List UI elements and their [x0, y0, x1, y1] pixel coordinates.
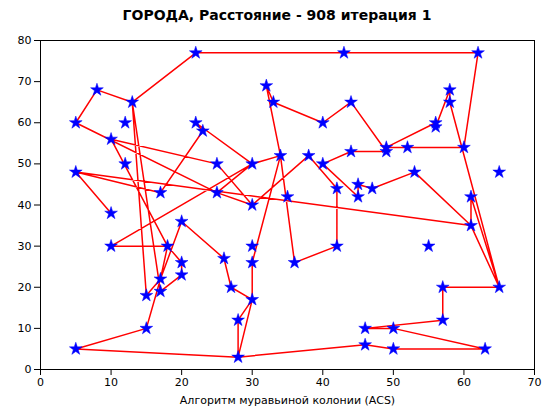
svg-text:70: 70 [18, 75, 32, 88]
svg-text:10: 10 [104, 376, 118, 389]
svg-text:40: 40 [316, 376, 330, 389]
svg-text:60: 60 [457, 376, 471, 389]
svg-text:60: 60 [18, 116, 32, 129]
svg-text:30: 30 [18, 240, 32, 253]
svg-text:0: 0 [25, 363, 32, 376]
svg-text:30: 30 [245, 376, 259, 389]
svg-text:0: 0 [37, 376, 44, 389]
svg-text:40: 40 [18, 199, 32, 212]
svg-text:Алгоритм муравьиной колонии (A: Алгоритм муравьиной колонии (ACS) [180, 394, 395, 407]
html-text:ГОРОДА, Расстояние - 908 итера: ГОРОДА, Расстояние - 908 итерация 1 [122, 7, 432, 23]
svg-text:10: 10 [18, 322, 32, 335]
svg-text:20: 20 [175, 376, 189, 389]
svg-text:70: 70 [528, 376, 542, 389]
svg-text:50: 50 [18, 157, 32, 170]
svg-text:50: 50 [386, 376, 400, 389]
svg-text:80: 80 [18, 34, 32, 47]
svg-text:20: 20 [18, 281, 32, 294]
